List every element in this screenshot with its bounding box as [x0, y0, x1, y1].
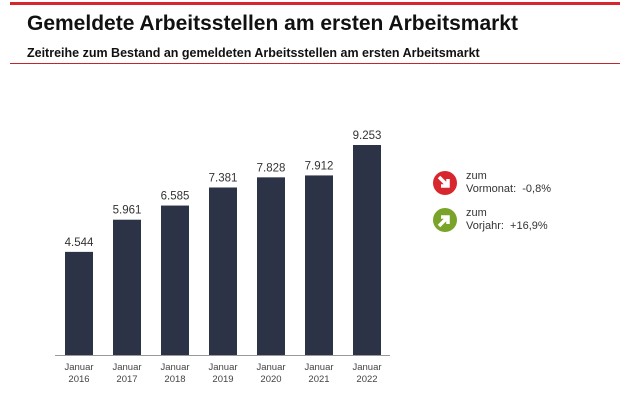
arrow-up-right-icon — [433, 208, 457, 232]
x-tick-label: 2018 — [164, 374, 185, 385]
indicator-value: +16,9% — [510, 220, 548, 232]
indicator-period: Vorjahr: — [466, 220, 504, 232]
x-tick-label: 2021 — [308, 374, 329, 385]
subtitle-divider — [10, 63, 620, 64]
bar — [353, 145, 381, 355]
x-tick-label: Januar — [352, 362, 381, 373]
bar — [209, 187, 237, 355]
data-label: 5.961 — [113, 205, 142, 217]
top-accent-line — [10, 2, 620, 5]
indicator-vorjahr: zum Vorjahr: +16,9% — [433, 207, 548, 233]
data-label: 7.912 — [305, 160, 334, 172]
x-tick-label: 2017 — [116, 374, 137, 385]
indicator-label: zum — [466, 207, 487, 219]
bar — [305, 175, 333, 355]
x-tick-label: 2020 — [260, 374, 281, 385]
indicator-value: -0,8% — [522, 183, 552, 195]
x-tick-label: 2019 — [212, 374, 233, 385]
data-label: 7.381 — [209, 172, 238, 184]
arrow-down-right-icon — [433, 171, 457, 195]
x-tick-label: 2022 — [356, 374, 377, 385]
bar — [161, 205, 189, 355]
indicator-label: zum — [466, 170, 487, 182]
x-tick-label: Januar — [64, 362, 93, 373]
x-tick-label: 2016 — [68, 374, 89, 385]
x-tick-label: Januar — [256, 362, 285, 373]
bar — [257, 177, 285, 355]
x-tick-label: Januar — [160, 362, 189, 373]
x-tick-label: Januar — [208, 362, 237, 373]
data-label: 7.828 — [257, 162, 286, 174]
data-label: 4.544 — [65, 237, 94, 249]
page-title: Gemeldete Arbeitsstellen am ersten Arbei… — [27, 12, 518, 35]
x-tick-label: Januar — [304, 362, 333, 373]
x-tick-label: Januar — [112, 362, 141, 373]
page-subtitle: Zeitreihe zum Bestand an gemeldeten Arbe… — [27, 46, 480, 60]
data-label: 9.253 — [353, 130, 382, 142]
bar — [65, 251, 93, 355]
indicator-period: Vormonat: — [466, 183, 517, 195]
bar — [113, 219, 141, 355]
data-label: 6.585 — [161, 191, 190, 203]
indicator-vormonat: zum Vormonat: -0,8% — [433, 170, 551, 196]
